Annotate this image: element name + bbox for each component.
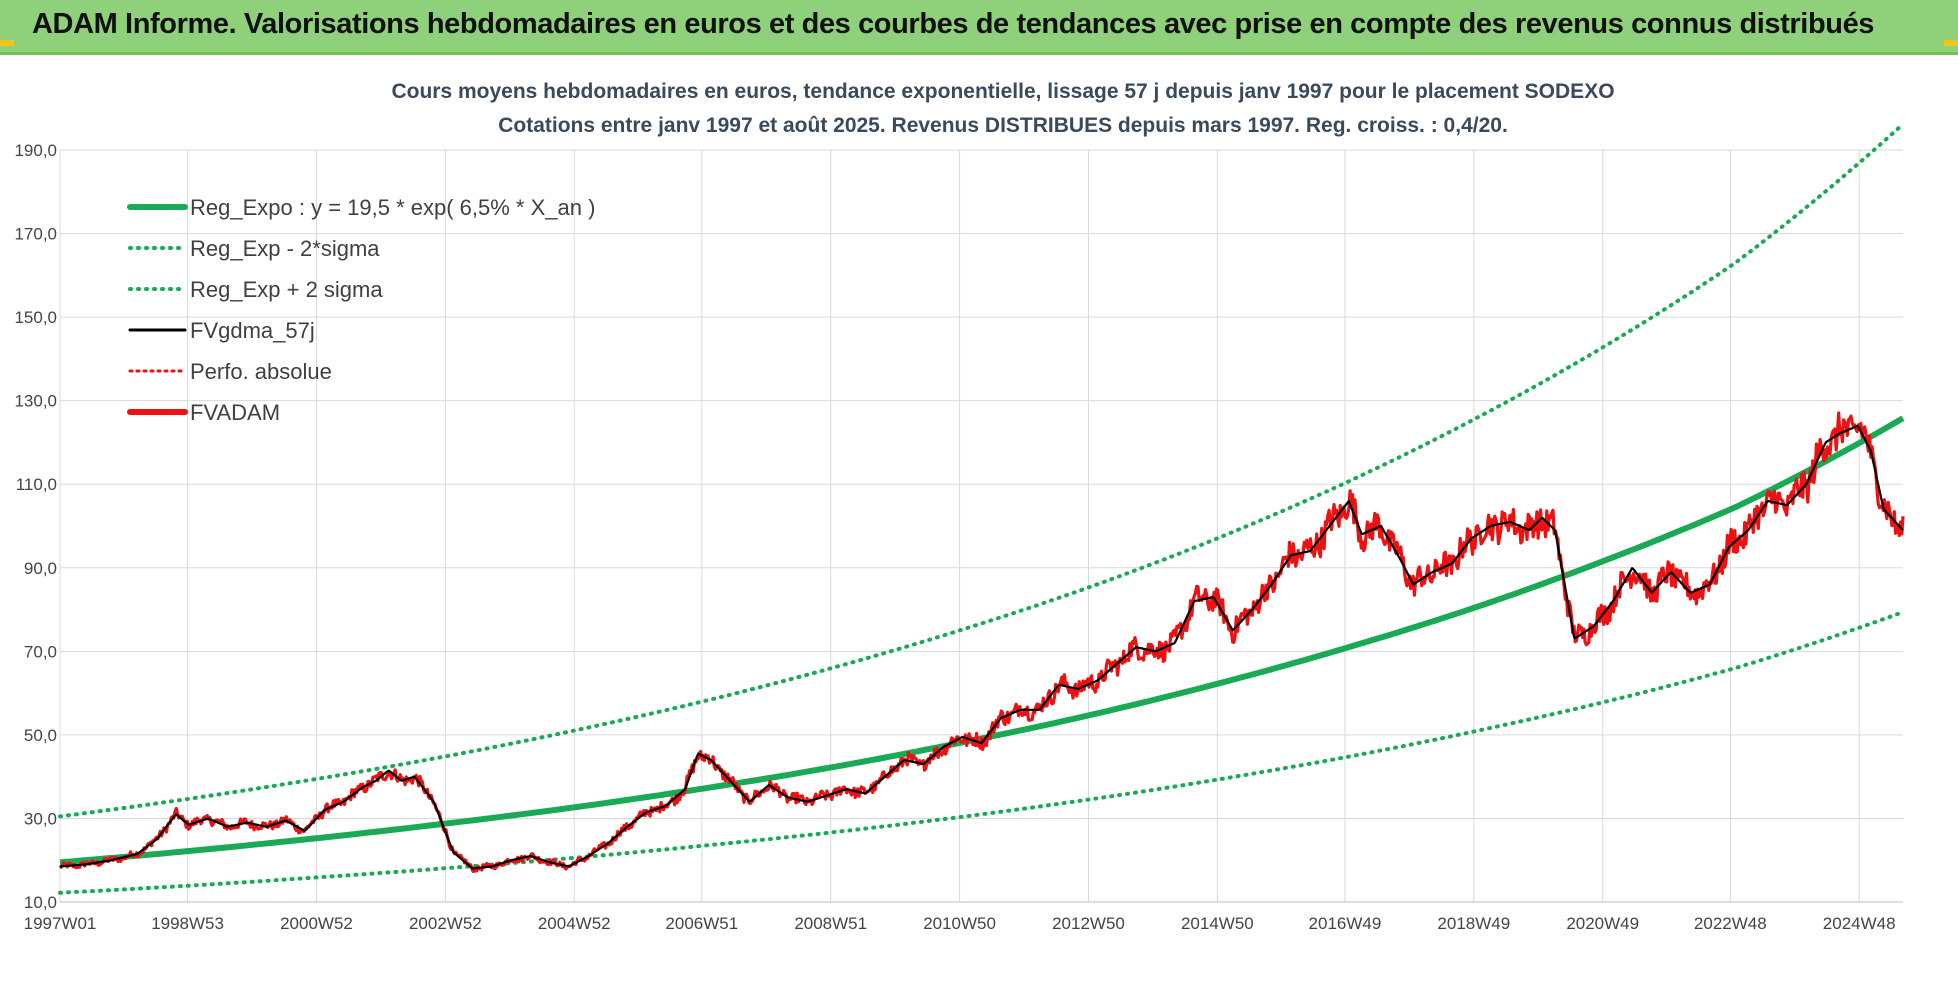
- corner-marker: [0, 40, 14, 46]
- x-tick-label: 2022W48: [1694, 914, 1767, 933]
- y-tick-label: 90,0: [24, 559, 57, 578]
- chart-title-line2: Cotations entre janv 1997 et août 2025. …: [498, 114, 1508, 137]
- y-tick-label: 170,0: [14, 225, 57, 244]
- series-fvadam: [58, 411, 1905, 874]
- series-reg-expo: [59, 415, 1905, 866]
- legend-label: Perfo. absolue: [190, 359, 332, 384]
- chart-legend: Reg_Expo : y = 19,5 * exp( 6,5% * X_an )…: [127, 195, 595, 425]
- report-title: ADAM Informe. Valorisations hebdomadaire…: [32, 8, 1875, 40]
- legend-label: FVgdma_57j: [190, 318, 315, 343]
- x-tick-label: 2024W48: [1823, 914, 1896, 933]
- chart-title-line1: Cours moyens hebdomadaires en euros, ten…: [391, 80, 1614, 103]
- chart-grid: [59, 149, 1903, 903]
- x-tick-label: 2012W50: [1052, 914, 1125, 933]
- x-tick-label: 2004W52: [538, 914, 611, 933]
- x-tick-label: 2008W51: [794, 914, 867, 933]
- x-tick-label: 2000W52: [280, 914, 353, 933]
- series-reg-exp-minus-2sigma: [58, 610, 1905, 895]
- x-tick-label: 1998W53: [151, 914, 224, 933]
- legend-label: FVADAM: [190, 400, 280, 425]
- corner-marker: [1944, 40, 1958, 46]
- series-reg-exp-plus-2sigma: [58, 122, 1905, 819]
- y-tick-label: 150,0: [14, 308, 57, 327]
- legend-label: Reg_Exp + 2 sigma: [190, 277, 383, 302]
- chart-series: [58, 122, 1905, 895]
- x-tick-label: 2014W50: [1181, 914, 1254, 933]
- legend-label: Reg_Expo : y = 19,5 * exp( 6,5% * X_an ): [190, 195, 595, 220]
- y-tick-label: 110,0: [16, 475, 57, 494]
- series-fvgdma-57j: [59, 424, 1904, 870]
- x-tick-label: 2018W49: [1437, 914, 1510, 933]
- legend-label: Reg_Exp - 2*sigma: [190, 236, 380, 261]
- report-banner: ADAM Informe. Valorisations hebdomadaire…: [0, 0, 1958, 55]
- x-tick-label: 2020W49: [1566, 914, 1639, 933]
- y-tick-label: 50,0: [24, 726, 57, 745]
- x-tick-label: 1997W01: [24, 914, 97, 933]
- price-chart: Cours moyens hebdomadaires en euros, ten…: [14, 80, 1905, 933]
- y-tick-label: 30,0: [24, 809, 57, 828]
- x-tick-label: 2002W52: [409, 914, 482, 933]
- chart-area: Cours moyens hebdomadaires en euros, ten…: [0, 55, 1958, 978]
- chart-axes: 10,0 30,0 50,0 70,0 90,0 110,0 130,0 150,0 170,0…: [14, 141, 1903, 933]
- x-tick-label: 2006W51: [665, 914, 738, 933]
- y-tick-label: 190,0: [14, 141, 57, 160]
- x-tick-label: 2016W49: [1309, 914, 1382, 933]
- y-tick-label: 10,0: [24, 893, 57, 912]
- y-tick-label: 130,0: [14, 392, 57, 411]
- x-tick-label: 2010W50: [923, 914, 996, 933]
- y-tick-label: 70,0: [24, 642, 57, 661]
